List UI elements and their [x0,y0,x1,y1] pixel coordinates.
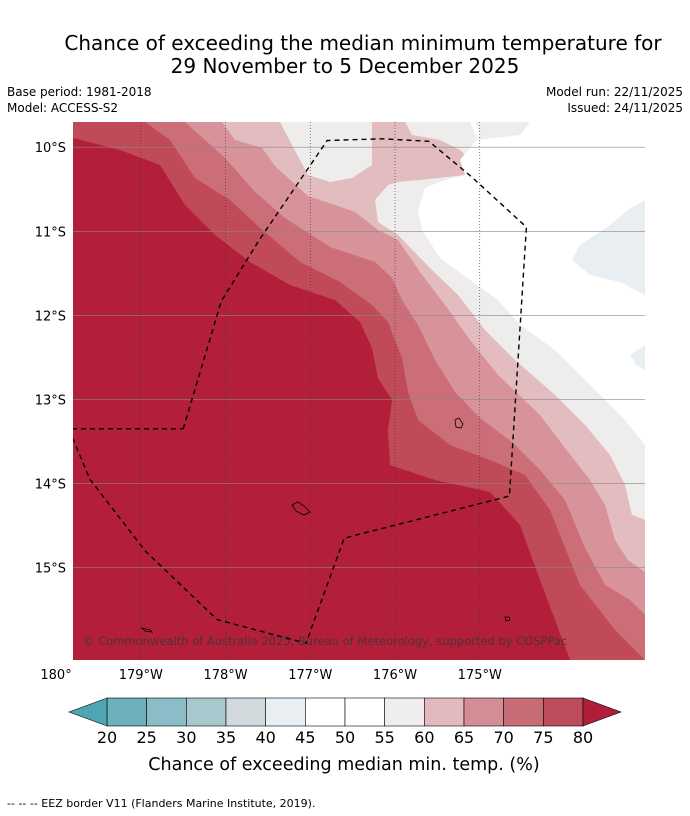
chart-title-line-1: Chance of exceeding the median minimum t… [64,31,662,55]
chart-svg: © Commonwealth of Australia 2025, Bureau… [35,122,645,775]
model-label: Model: ACCESS-S2 [7,101,119,115]
colorbar-tick-0: 20 [97,728,117,747]
island-2 [454,417,464,429]
colorbar-tick-9: 65 [454,728,474,747]
colorbar-segment-5 [305,697,346,727]
y-tick-label-5: 15°S [35,562,66,577]
colorbar: 20 25 30 35 40 45 50 55 60 65 70 75 80 [68,697,622,747]
region-40-45-patch-2 [630,345,645,370]
colorbar-segment-7 [384,697,425,727]
colorbar-label: Chance of exceeding median min. temp. (%… [148,755,539,775]
x-tick-label-4: 176°W [373,668,417,683]
colorbar-segment-4 [265,697,306,727]
island-1 [291,501,311,516]
base-period-label: Base period: 1981-2018 [7,85,152,99]
region-50-55 [418,122,645,445]
y-tick-label-4: 14°S [35,477,66,492]
colorbar-tick-12: 80 [573,728,593,747]
x-tick-label-5: 175°W [458,668,502,683]
region-40-45-patch-1 [572,200,645,295]
chart-title-line-2: 29 November to 5 December 2025 [170,54,520,78]
colorbar-segment-10 [503,697,544,727]
colorbar-tick-8: 60 [414,728,434,747]
model-run-label: Model run: 22/11/2025 [545,85,683,99]
y-tick-label-0: 10°S [35,141,66,156]
x-tick-label-2: 178°W [203,668,247,683]
colorbar-segment-1 [146,697,187,727]
region-60-65-patch [372,122,475,182]
y-tick-label-3: 13°S [35,393,66,408]
gridlines [73,122,645,660]
colorbar-tick-2: 30 [176,728,196,747]
eez-border [73,138,528,645]
x-tick-label-0: 180° [40,668,71,683]
colorbar-over-arrow [582,697,622,727]
copyright-text: © Commonwealth of Australia 2025, Bureau… [83,634,567,648]
x-tick-label-1: 179°W [119,668,163,683]
colorbar-segment-6 [344,697,385,727]
colorbar-segment-8 [424,697,465,727]
y-axis: 10°S 11°S 12°S 13°S 14°S 15°S [35,141,66,576]
colorbar-tick-6: 50 [335,728,355,747]
colorbar-segment-3 [225,697,266,727]
colorbar-tick-5: 45 [295,728,315,747]
colorbar-tick-7: 55 [374,728,394,747]
colorbar-tick-3: 35 [216,728,236,747]
colorbar-segment-11 [543,697,584,727]
x-tick-label-3: 177°W [288,668,332,683]
issued-label: Issued: 24/11/2025 [567,101,683,115]
x-axis: 180° 179°W 178°W 177°W 176°W 175°W [40,668,502,683]
island-4 [504,616,511,622]
colorbar-tick-10: 70 [493,728,513,747]
colorbar-segment-2 [186,697,227,727]
map-area: © Commonwealth of Australia 2025, Bureau… [73,122,645,660]
colorbar-segment-9 [463,697,504,727]
colorbar-under-arrow [68,697,108,727]
eez-note: -- -- -- EEZ border V11 (Flanders Marine… [7,797,316,810]
island-3 [140,627,154,633]
y-tick-label-1: 11°S [35,225,66,240]
colorbar-tick-1: 25 [136,728,156,747]
colorbar-segment-0 [106,697,147,727]
colorbar-tick-11: 75 [533,728,553,747]
y-tick-label-2: 12°S [35,309,66,324]
colorbar-tick-4: 40 [255,728,275,747]
